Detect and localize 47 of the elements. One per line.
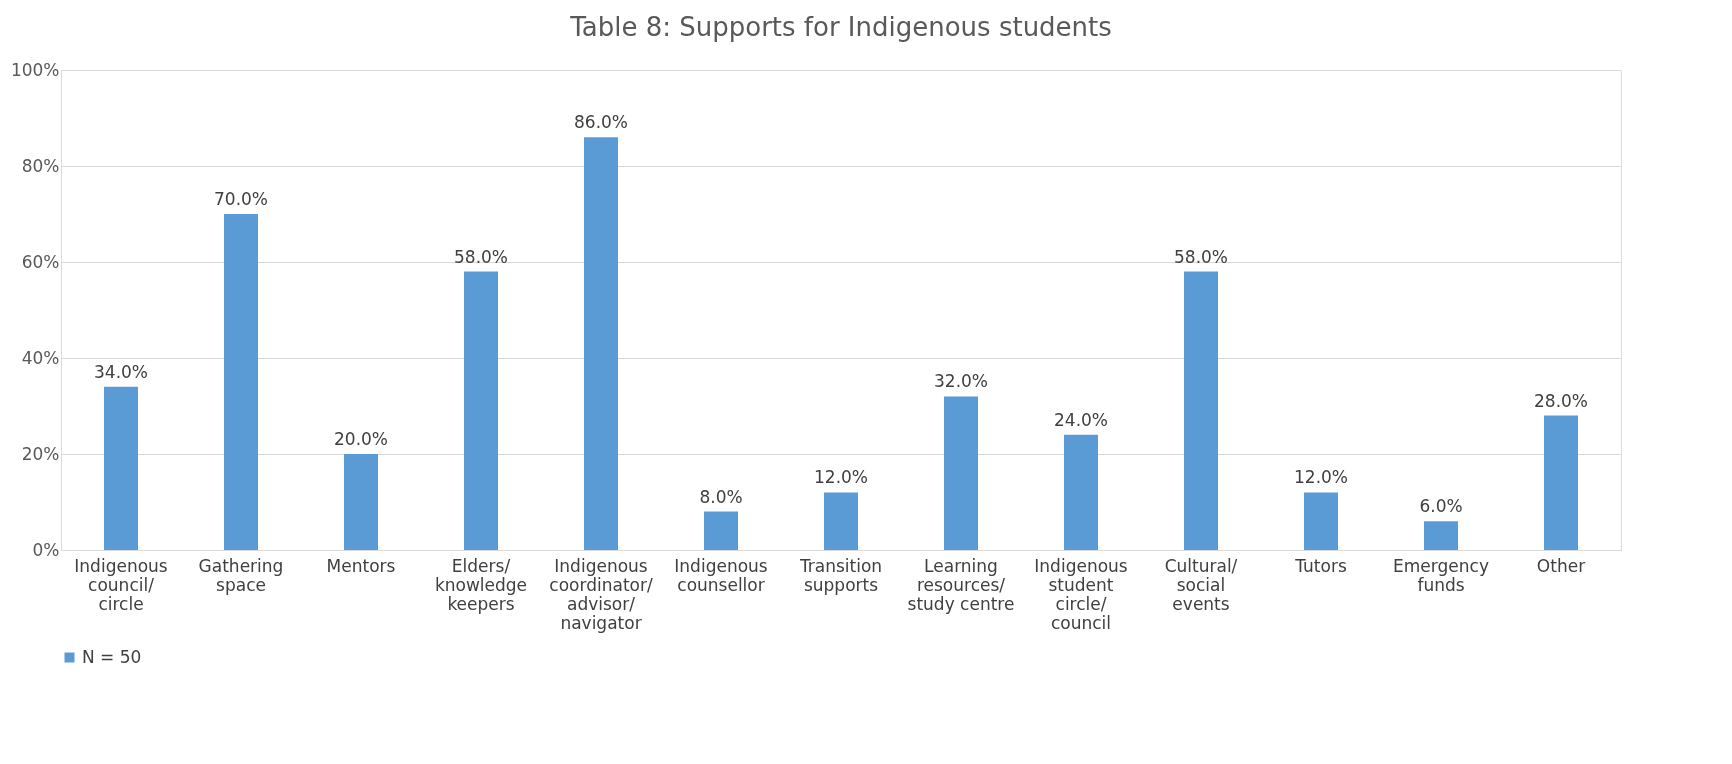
data-label: 12.0% xyxy=(1293,467,1349,488)
bar xyxy=(824,492,858,550)
x-tick-label: Tutors xyxy=(1294,555,1347,576)
legend-label: N = 50 xyxy=(82,646,142,667)
data-label: 70.0% xyxy=(213,189,269,209)
data-label: 28.0% xyxy=(1533,390,1589,411)
bar xyxy=(1184,271,1218,550)
x-tick-label: Learning resources/ study centre xyxy=(907,555,1015,614)
data-label: 12.0% xyxy=(813,467,869,488)
x-tick-label: Indigenous student circle/ council xyxy=(1034,555,1128,633)
data-label: 58.0% xyxy=(1173,246,1229,267)
x-tick-label: Cultural/ social events xyxy=(1164,555,1238,614)
data-label: 58.0% xyxy=(453,246,509,267)
bar xyxy=(1424,521,1458,550)
x-tick-label: Mentors xyxy=(326,555,396,576)
bar xyxy=(344,454,378,550)
bar xyxy=(224,214,258,550)
data-label: 8.0% xyxy=(699,486,743,507)
data-label: 86.0% xyxy=(573,112,629,133)
x-tick-label: Transition supports xyxy=(798,555,883,595)
x-tick-label: Gathering space xyxy=(198,555,284,595)
bar xyxy=(584,137,618,550)
y-tick-label: 0% xyxy=(32,539,60,560)
bar xyxy=(104,386,138,550)
y-tick-label: 80% xyxy=(21,155,60,176)
y-tick-label: 60% xyxy=(21,251,60,272)
x-tick-label: Indigenous council/ circle xyxy=(74,555,168,614)
x-tick-label: Other xyxy=(1536,555,1586,576)
bar xyxy=(704,511,738,550)
chart-title: Table 8: Supports for Indigenous students xyxy=(569,12,1112,42)
y-tick-label: 40% xyxy=(21,347,60,368)
bar xyxy=(1544,415,1578,550)
bar xyxy=(1064,434,1098,550)
x-tick-label: Emergency funds xyxy=(1393,555,1489,595)
bar xyxy=(1304,492,1338,550)
bar xyxy=(944,396,978,550)
data-label: 32.0% xyxy=(933,371,989,392)
x-tick-label: Indigenous counsellor xyxy=(674,555,768,595)
y-tick-label: 100% xyxy=(10,59,60,80)
bar xyxy=(464,271,498,550)
x-tick-label: Indigenous coordinator/ advisor/ navigator xyxy=(549,555,653,633)
y-tick-label: 20% xyxy=(21,443,60,464)
data-label: 24.0% xyxy=(1053,409,1109,430)
data-label: 6.0% xyxy=(1419,496,1463,517)
data-label: 20.0% xyxy=(333,429,389,449)
data-label: 34.0% xyxy=(93,361,149,382)
x-tick-label: Elders/ knowledge keepers xyxy=(434,555,528,614)
